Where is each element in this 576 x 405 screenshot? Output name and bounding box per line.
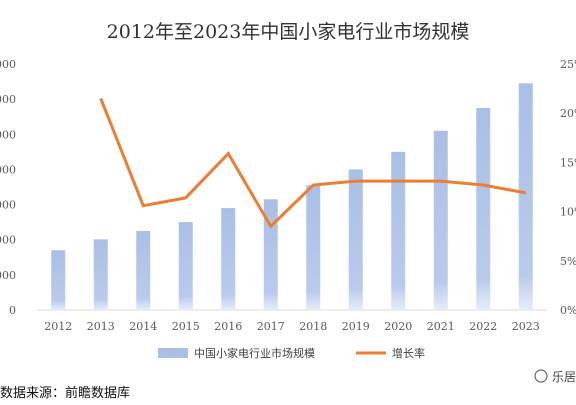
left-axis-tick-label: 2000 xyxy=(0,234,16,247)
x-axis-ticks: 2012 2013 2014 2015 2016 2017 2018 2019 2020 2021… xyxy=(44,320,540,333)
x-axis-tick-label: 2013 xyxy=(87,320,115,333)
bar-2015 xyxy=(178,222,193,310)
left-axis-tick-label: 0 xyxy=(9,304,16,317)
legend-label-bar: 中国小家电行业市场规模 xyxy=(194,346,315,360)
x-axis-tick-label: 2019 xyxy=(342,320,370,333)
watermark-text: 乐居 xyxy=(552,370,576,384)
bar-2022 xyxy=(476,107,491,310)
source-note: 数据来源：前瞻数据库 xyxy=(0,385,130,401)
x-axis-tick-label: 2015 xyxy=(172,320,200,333)
x-axis-tick-label: 2023 xyxy=(512,320,540,333)
left-axis-tick-label: 6000 xyxy=(0,93,16,106)
chart-title: 2012年至2023年中国小家电行业市场规模 xyxy=(107,21,470,43)
legend-label-line: 增长率 xyxy=(392,346,425,360)
x-axis-tick-label: 2018 xyxy=(299,320,327,333)
legend-swatch-bar xyxy=(158,348,188,358)
watermark-logo-icon xyxy=(534,369,548,383)
bar-2020 xyxy=(391,151,406,310)
left-axis-tick-label: 4000 xyxy=(0,163,16,176)
bar-2016 xyxy=(221,208,236,310)
x-axis-tick-label: 2012 xyxy=(44,320,72,333)
bar-series xyxy=(51,83,533,310)
right-axis-tick-label: 20% xyxy=(560,107,576,120)
x-axis-tick-label: 2021 xyxy=(427,320,455,333)
right-axis-ticks: 0% 5% 10% 15% 20% 25% xyxy=(560,58,576,317)
x-axis-tick-label: 2014 xyxy=(129,320,157,333)
legend: 中国小家电行业市场规模 增长率 xyxy=(158,346,425,360)
left-axis-tick-label: 5000 xyxy=(0,128,16,141)
right-axis-tick-label: 15% xyxy=(560,156,576,169)
right-axis-tick-label: 5% xyxy=(560,255,576,268)
x-axis-tick-label: 2017 xyxy=(257,320,285,333)
x-axis-tick-label: 2016 xyxy=(214,320,242,333)
bar-2014 xyxy=(136,230,151,310)
left-axis-ticks: 0 1000 2000 3000 4000 5000 6000 7000 xyxy=(0,58,16,317)
bar-2013 xyxy=(93,239,108,310)
right-axis-tick-label: 25% xyxy=(560,58,576,71)
bar-2017 xyxy=(263,199,278,310)
bar-2023 xyxy=(518,83,533,310)
bar-2019 xyxy=(348,169,363,310)
left-axis-tick-label: 1000 xyxy=(0,269,16,282)
left-axis-tick-label: 3000 xyxy=(0,199,16,212)
x-axis-tick-label: 2022 xyxy=(469,320,497,333)
bar-2018 xyxy=(306,185,321,310)
bar-2021 xyxy=(433,130,448,310)
right-axis-tick-label: 0% xyxy=(560,304,576,317)
growth-line-series xyxy=(99,97,527,229)
left-axis-tick-label: 7000 xyxy=(0,58,16,71)
growth-rate-line xyxy=(99,97,527,229)
right-axis-tick-label: 10% xyxy=(560,206,576,219)
bar-2012 xyxy=(51,250,66,310)
watermark: 乐居 xyxy=(534,369,576,384)
x-axis-tick-label: 2020 xyxy=(384,320,412,333)
